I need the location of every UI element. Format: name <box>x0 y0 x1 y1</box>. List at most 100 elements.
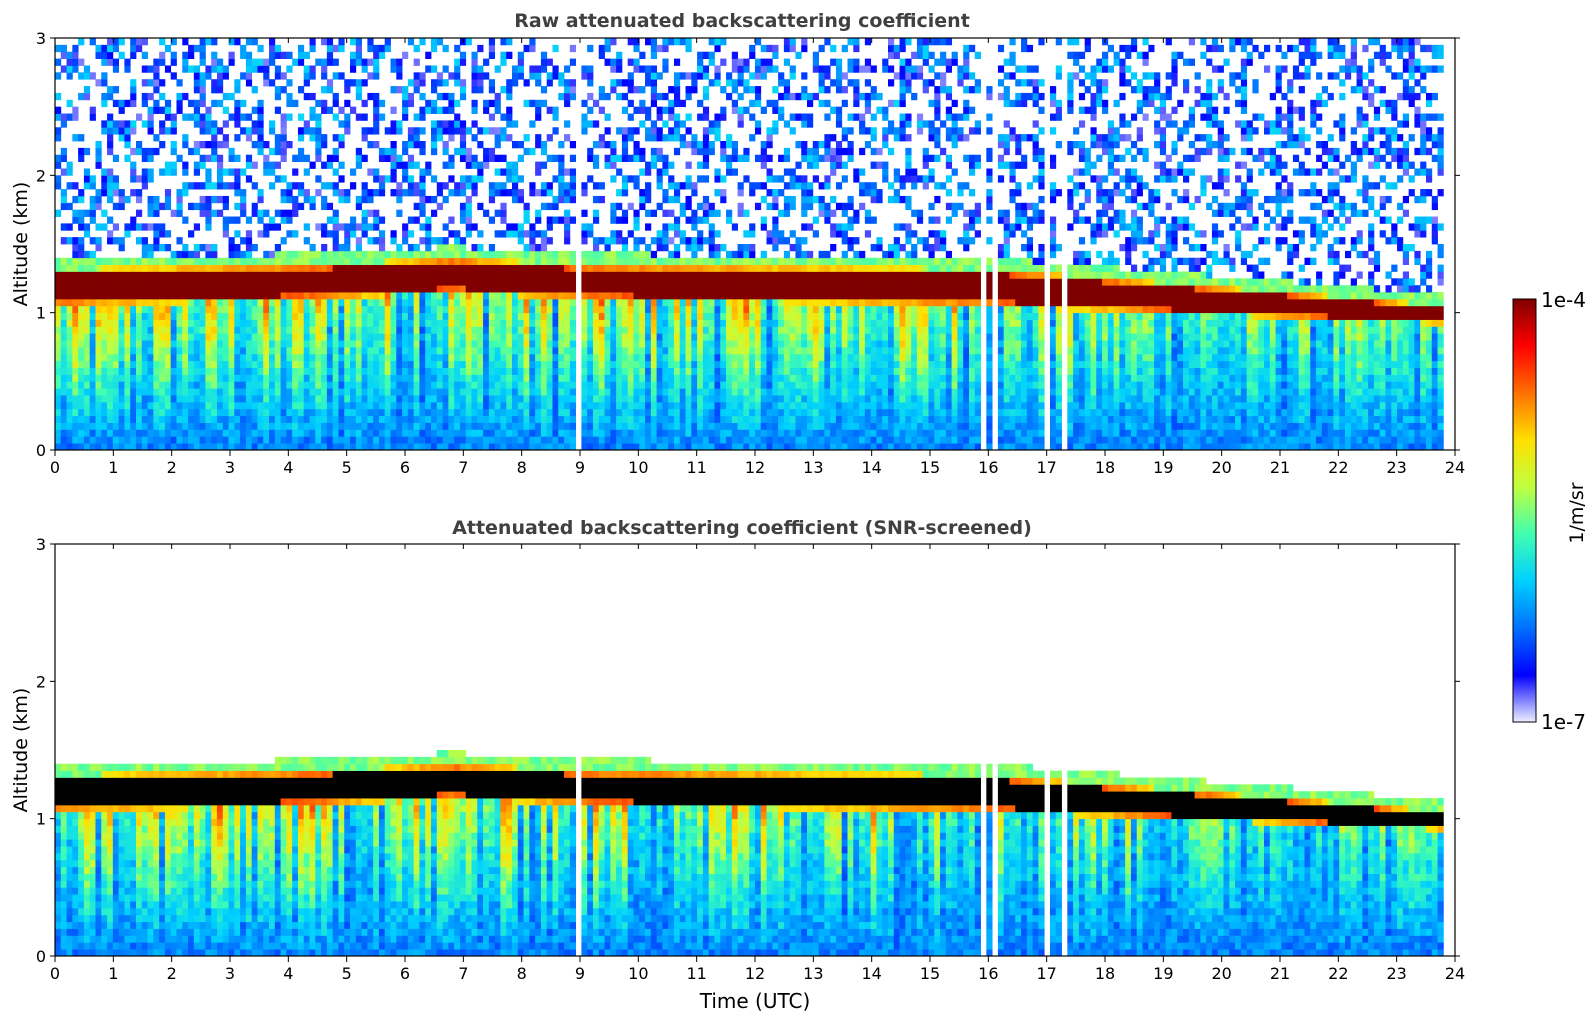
heatmap-cell <box>454 79 461 87</box>
heatmap-cell <box>592 395 600 403</box>
heatmap-cell <box>673 292 681 300</box>
heatmap-cell <box>569 374 577 382</box>
heatmap-cell <box>78 285 85 293</box>
heatmap-cell <box>263 305 270 314</box>
heatmap-cell <box>338 298 345 307</box>
heatmap-cell <box>552 333 559 341</box>
heatmap-cell <box>361 408 368 417</box>
heatmap-cell <box>135 395 143 403</box>
heatmap-cell <box>645 161 652 169</box>
heatmap-cell <box>89 209 96 217</box>
heatmap-cell <box>222 340 229 348</box>
heatmap-cell <box>448 189 455 197</box>
heatmap-cell <box>396 353 403 362</box>
heatmap-cell <box>135 147 143 156</box>
heatmap-cell <box>564 360 571 368</box>
heatmap-cell <box>529 182 536 190</box>
heatmap-cell <box>164 244 172 252</box>
heatmap-cell <box>685 374 692 382</box>
heatmap-cell <box>153 292 160 300</box>
heatmap-cell <box>222 298 229 307</box>
heatmap-cell <box>297 134 305 142</box>
heatmap-cell <box>639 388 646 396</box>
heatmap-cell <box>66 182 73 190</box>
heatmap-cell <box>159 202 166 211</box>
heatmap-cell <box>309 333 316 341</box>
heatmap-cell <box>413 436 420 444</box>
heatmap-cell <box>199 408 206 417</box>
heatmap-cell <box>164 44 172 53</box>
heatmap-cell <box>662 388 669 396</box>
heatmap-cell <box>639 374 646 382</box>
heatmap-cell <box>350 319 357 327</box>
heatmap-cell <box>118 257 125 265</box>
heatmap-cell <box>569 388 577 396</box>
heatmap-cell <box>592 278 600 286</box>
heatmap-cell <box>234 319 241 327</box>
heatmap-cell <box>662 230 669 238</box>
heatmap-cell <box>396 381 403 389</box>
heatmap-cell <box>720 319 727 327</box>
heatmap-cell <box>616 326 623 334</box>
heatmap-cell <box>454 285 461 293</box>
heatmap-cell <box>274 443 281 451</box>
heatmap-cell <box>124 401 131 410</box>
heatmap-cell <box>188 408 195 417</box>
heatmap-cell <box>107 168 114 176</box>
heatmap-cell <box>477 367 484 375</box>
heatmap-cell <box>245 408 253 417</box>
heatmap-cell <box>633 319 640 327</box>
heatmap-cell <box>355 443 362 451</box>
heatmap-cell <box>378 189 386 197</box>
heatmap-cell <box>274 92 281 101</box>
heatmap-cell <box>216 292 224 300</box>
heatmap-cell <box>621 244 629 252</box>
heatmap-cell <box>72 271 79 279</box>
heatmap-cell <box>506 51 513 59</box>
heatmap-cell <box>442 312 449 320</box>
heatmap-cell <box>384 415 391 423</box>
heatmap-cell <box>442 250 449 259</box>
heatmap-cell <box>355 353 362 362</box>
heatmap-cell <box>598 340 605 348</box>
raw-panel-title: Raw attenuated backscattering coefficien… <box>514 10 970 32</box>
heatmap-cell <box>269 388 276 396</box>
heatmap-cell <box>182 443 189 451</box>
heatmap-cell <box>240 298 247 307</box>
heatmap-cell <box>216 312 224 320</box>
heatmap-cell <box>60 271 67 279</box>
heatmap-cell <box>89 347 96 355</box>
heatmap-cell <box>211 134 218 142</box>
heatmap-cell <box>720 58 727 66</box>
heatmap-cell <box>448 353 455 362</box>
heatmap-cell <box>321 161 328 169</box>
heatmap-cell <box>604 237 611 245</box>
heatmap-cell <box>60 408 67 417</box>
heatmap-cell <box>668 347 675 355</box>
heatmap-cell <box>130 381 137 389</box>
heatmap-cell <box>685 127 692 135</box>
heatmap-cell <box>251 381 258 389</box>
heatmap-cell <box>720 401 727 410</box>
heatmap-cell <box>193 374 201 382</box>
heatmap-cell <box>506 312 513 320</box>
heatmap-cell <box>535 408 542 417</box>
heatmap-cell <box>66 374 73 382</box>
heatmap-cell <box>448 134 455 142</box>
heatmap-cell <box>459 388 467 396</box>
heatmap-cell <box>540 367 548 375</box>
heatmap-cell <box>118 326 125 334</box>
heatmap-cell <box>546 278 553 286</box>
heatmap-cell <box>309 202 316 211</box>
heatmap-cell <box>118 51 125 59</box>
heatmap-cell <box>685 285 692 293</box>
heatmap-cell <box>650 65 658 73</box>
heatmap-cell <box>297 305 305 314</box>
heatmap-cell <box>286 395 293 403</box>
heatmap-cell <box>459 443 467 451</box>
heatmap-cell <box>199 92 206 101</box>
heatmap-cell <box>309 353 316 362</box>
heatmap-cell <box>66 401 73 410</box>
heatmap-cell <box>459 292 467 300</box>
heatmap-cell <box>610 388 617 396</box>
